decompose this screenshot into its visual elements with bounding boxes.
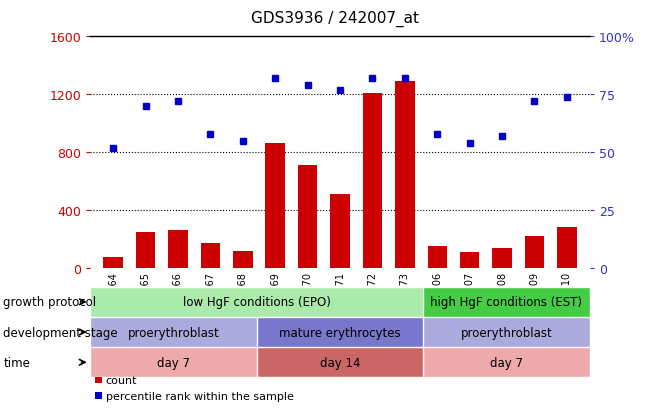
Text: mature erythrocytes: mature erythrocytes bbox=[279, 326, 401, 339]
Bar bbox=[233, 251, 253, 268]
Bar bbox=[330, 195, 350, 268]
Bar bbox=[460, 253, 480, 268]
Bar bbox=[103, 258, 123, 268]
Text: percentile rank within the sample: percentile rank within the sample bbox=[106, 391, 293, 401]
Bar bbox=[557, 227, 577, 268]
Bar bbox=[265, 144, 285, 268]
Bar bbox=[168, 230, 188, 268]
Bar bbox=[362, 93, 382, 268]
Text: high HgF conditions (EST): high HgF conditions (EST) bbox=[430, 296, 582, 309]
Text: day 7: day 7 bbox=[157, 356, 190, 369]
Text: development stage: development stage bbox=[3, 326, 118, 339]
Bar bbox=[136, 232, 155, 268]
Text: count: count bbox=[106, 375, 137, 385]
Text: GDS3936 / 242007_at: GDS3936 / 242007_at bbox=[251, 10, 419, 26]
Bar bbox=[395, 82, 415, 268]
Bar bbox=[492, 248, 512, 268]
Text: low HgF conditions (EPO): low HgF conditions (EPO) bbox=[183, 296, 331, 309]
Text: proerythroblast: proerythroblast bbox=[460, 326, 552, 339]
Text: day 7: day 7 bbox=[490, 356, 523, 369]
Bar bbox=[94, 392, 102, 399]
Bar bbox=[427, 247, 447, 268]
Bar bbox=[200, 243, 220, 268]
Bar bbox=[94, 377, 102, 383]
Text: proerythroblast: proerythroblast bbox=[128, 326, 220, 339]
Bar bbox=[298, 166, 318, 268]
Text: growth protocol: growth protocol bbox=[3, 296, 96, 309]
Text: day 14: day 14 bbox=[320, 356, 360, 369]
Bar bbox=[525, 237, 544, 268]
Text: time: time bbox=[3, 356, 30, 369]
